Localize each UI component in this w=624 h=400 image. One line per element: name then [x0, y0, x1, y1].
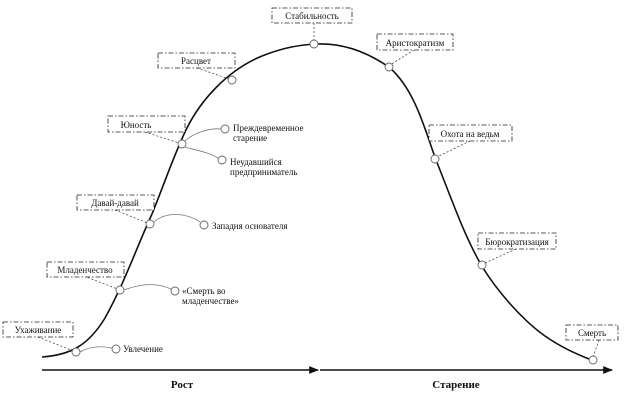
stage-aristocracy: Аристократизм	[376, 33, 454, 72]
stage-prime-box	[157, 52, 236, 69]
stage-courtship: Ухаживание	[2, 321, 81, 357]
failure-infant-mortality-label-2: младенчестве»	[182, 296, 239, 306]
stage-bureaucratization-box	[477, 232, 557, 250]
stage-witch-hunt-leader	[436, 140, 471, 158]
failure-premature-aging-branch	[184, 128, 222, 142]
failure-affair-node	[111, 344, 121, 354]
stage-prime-label: Расцвет	[181, 56, 211, 66]
stage-death: Смерть	[565, 324, 619, 365]
failure-infant-mortality-branch	[123, 284, 172, 291]
failure-founder-trap-node	[199, 220, 209, 230]
failure-founder-trap: Западня основателя	[153, 214, 287, 231]
stage-witch-hunt-node	[430, 154, 440, 164]
growth-axis-label: Рост	[171, 379, 194, 391]
failure-premature-aging-label-1: Преждевременное	[233, 123, 303, 133]
failure-affair-label: Увлечение	[123, 344, 163, 354]
failure-unfulfilled-entrepreneur: Неудавшийся предприниматель	[184, 146, 297, 177]
failure-premature-aging: Преждевременное старение	[184, 123, 303, 143]
failure-affair: Увлечение	[79, 344, 163, 354]
stage-death-box	[565, 324, 619, 341]
stage-adolescence: Юность	[107, 115, 187, 149]
stage-stability-box	[271, 7, 353, 24]
stage-aristocracy-label: Аристократизм	[386, 38, 445, 48]
failure-unfulfilled-entrepreneur-label-1: Неудавшийся	[230, 157, 282, 167]
failure-founder-trap-label: Западня основателя	[212, 221, 287, 231]
stage-death-label: Смерть	[578, 328, 606, 338]
stage-aristocracy-node	[384, 62, 394, 72]
stage-witch-hunt-label: Охота на ведьм	[441, 129, 500, 139]
stage-stability: Стабильность	[271, 7, 353, 49]
stage-stability-node	[309, 39, 319, 49]
stage-death-node	[588, 355, 598, 365]
stage-aristocracy-leader	[389, 49, 415, 66]
failure-premature-aging-label-2: старение	[233, 133, 267, 143]
stage-bureaucratization: Бюрократизация	[477, 232, 557, 270]
stage-adolescence-label: Юность	[121, 120, 152, 130]
stage-courtship-label: Ухаживание	[15, 325, 62, 335]
stage-witch-hunt: Охота на ведьм	[428, 124, 513, 164]
stage-courtship-leader	[37, 336, 77, 353]
stage-go-go-label: Давай-давай	[91, 198, 139, 208]
failure-infant-mortality-node	[170, 286, 180, 296]
stage-aristocracy-box	[376, 33, 454, 51]
stage-infancy-node	[115, 285, 125, 295]
stage-prime: Расцвет	[157, 52, 237, 85]
stage-go-go-box	[76, 194, 155, 211]
stage-stability-label: Стабильность	[285, 11, 339, 21]
failure-unfulfilled-entrepreneur-label-2: предприниматель	[230, 167, 297, 177]
stage-go-go-leader	[114, 209, 151, 225]
stage-prime-node	[227, 75, 237, 85]
failure-premature-aging-node	[220, 124, 230, 134]
stage-adolescence-box	[107, 115, 186, 133]
stage-witch-hunt-box	[428, 124, 513, 142]
stage-death-leader	[592, 339, 600, 358]
stage-adolescence-leader	[144, 131, 183, 145]
failure-founder-trap-branch	[153, 214, 201, 223]
stage-infancy-label: Младенчество	[57, 265, 113, 275]
stage-adolescence-node	[177, 139, 187, 149]
stage-infancy-box	[46, 261, 125, 278]
stage-go-go-node	[145, 219, 155, 229]
failure-unfulfilled-entrepreneur-branch	[184, 146, 219, 159]
failure-infant-mortality: «Смерть во младенчестве»	[123, 284, 239, 306]
aging-axis-label: Старение	[432, 379, 480, 391]
stage-bureaucratization-node	[477, 260, 487, 270]
failure-unfulfilled-entrepreneur-node	[217, 155, 227, 165]
failure-affair-branch	[79, 346, 113, 353]
failure-infant-mortality-label-1: «Смерть во	[182, 286, 226, 296]
stage-courtship-box	[2, 321, 74, 338]
stage-infancy-leader	[83, 275, 121, 291]
stage-bureaucratization-leader	[484, 248, 517, 264]
stage-courtship-node	[71, 347, 81, 357]
stage-infancy: Младенчество	[46, 261, 125, 295]
stage-bureaucratization-label: Бюрократизация	[485, 237, 549, 247]
stage-go-go: Давай-давай	[76, 194, 155, 229]
